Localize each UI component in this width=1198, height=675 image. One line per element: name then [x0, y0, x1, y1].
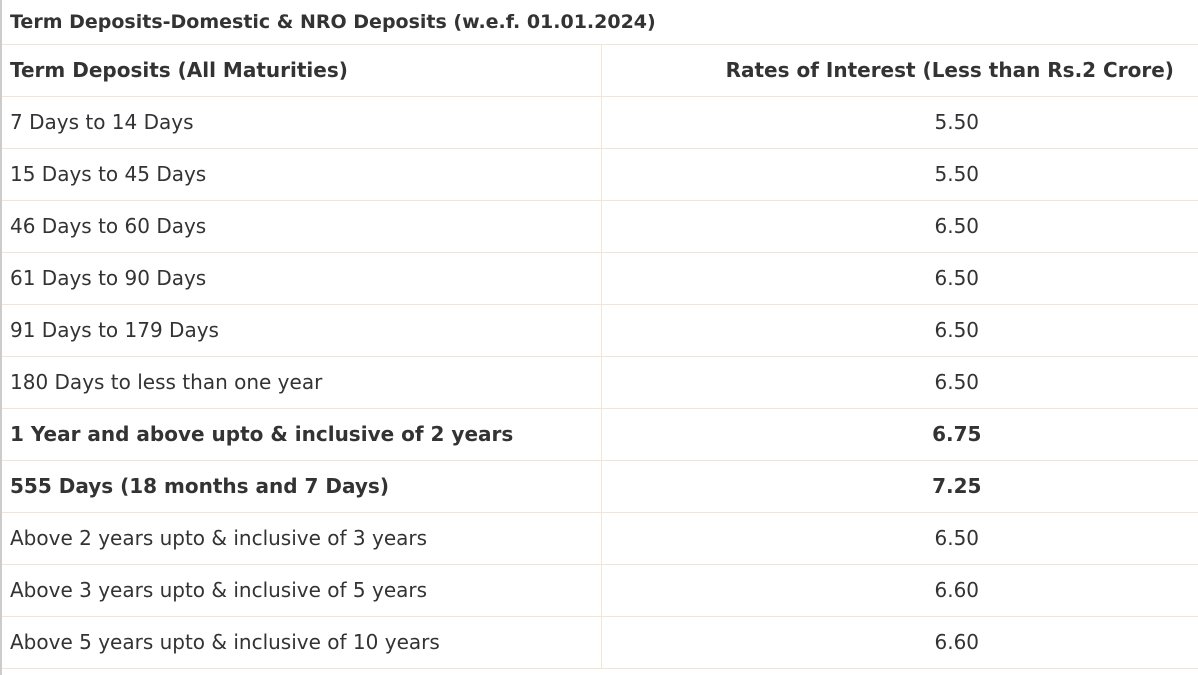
table-row: 555 Days (18 months and 7 Days) 7.25: [2, 460, 1198, 513]
rate-cell: 6.50: [600, 304, 1198, 357]
term-cell: 46 Days to 60 Days: [2, 200, 601, 253]
table-row: 7 Days to 14 Days 5.50: [2, 96, 1198, 149]
table-row: 180 Days to less than one year 6.50: [2, 356, 1198, 409]
rate-cell: 6.50: [600, 356, 1198, 409]
term-cell: 555 Days (18 months and 7 Days): [2, 460, 601, 513]
rate-cell: 6.50: [600, 200, 1198, 253]
term-cell: Above 3 years upto & inclusive of 5 year…: [2, 564, 601, 617]
term-cell: 91 Days to 179 Days: [2, 304, 601, 357]
term-cell: 180 Days to less than one year: [2, 356, 601, 409]
title-row: Term Deposits-Domestic & NRO Deposits (w…: [2, 0, 1198, 45]
rate-cell: 6.60: [600, 616, 1198, 669]
table-row: 15 Days to 45 Days 5.50: [2, 148, 1198, 201]
rate-cell: 7.25: [600, 460, 1198, 513]
table-title: Term Deposits-Domestic & NRO Deposits (w…: [2, 0, 1198, 45]
table-row: Above 5 years upto & inclusive of 10 yea…: [2, 616, 1198, 669]
term-cell: Above 2 years upto & inclusive of 3 year…: [2, 512, 601, 565]
term-cell: Above 5 years upto & inclusive of 10 yea…: [2, 616, 601, 669]
rate-cell: 5.50: [600, 148, 1198, 201]
table-row: 61 Days to 90 Days 6.50: [2, 252, 1198, 305]
term-cell: 61 Days to 90 Days: [2, 252, 601, 305]
header-row: Term Deposits (All Maturities) Rates of …: [2, 44, 1198, 97]
table-row: Above 3 years upto & inclusive of 5 year…: [2, 564, 1198, 617]
rate-cell: 6.75: [600, 408, 1198, 461]
table-row: 46 Days to 60 Days 6.50: [2, 200, 1198, 253]
header-cell: Term Deposits (All Maturities): [2, 44, 601, 97]
header-cell: Rates of Interest (Less than Rs.2 Crore): [600, 44, 1198, 97]
term-cell: 15 Days to 45 Days: [2, 148, 601, 201]
table-row: 1 Year and above upto & inclusive of 2 y…: [2, 408, 1198, 461]
rate-cell: 5.50: [600, 96, 1198, 149]
rate-cell: 6.50: [600, 252, 1198, 305]
term-cell: 7 Days to 14 Days: [2, 96, 601, 149]
rate-cell: 6.50: [600, 512, 1198, 565]
table-row: Above 2 years upto & inclusive of 3 year…: [2, 512, 1198, 565]
rate-cell: 6.60: [600, 564, 1198, 617]
term-cell: 1 Year and above upto & inclusive of 2 y…: [2, 408, 601, 461]
table-row: 91 Days to 179 Days 6.50: [2, 304, 1198, 357]
